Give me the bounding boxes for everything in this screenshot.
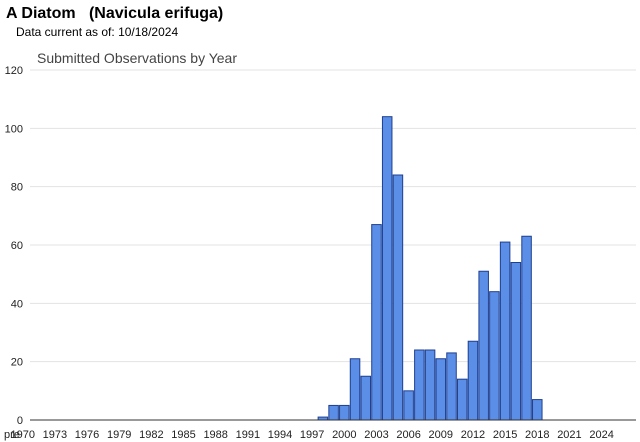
bar [435,358,447,421]
bar [456,378,468,421]
bars [317,116,543,421]
bar [489,291,500,421]
gridlines [30,69,636,363]
y-tick-label: 80 [11,182,23,194]
bar [371,224,382,421]
x-tick-label: 2021 [557,429,581,441]
x-tick-label: 1994 [268,429,292,441]
chart-title: Submitted Observations by Year [37,50,237,66]
y-tick-label: 120 [5,65,23,77]
x-tick-label: 1985 [171,429,195,441]
y-axis-ticks: 0 20 40 60 80 100 120 [5,65,23,427]
y-tick-label: 60 [11,240,23,252]
x-tick-label: 1997 [300,429,324,441]
y-tick-label: 40 [11,298,23,310]
x-tick-label: pre [4,429,20,441]
bar [467,340,479,421]
x-tick-label: 1982 [139,429,163,441]
y-tick-label: 0 [17,415,23,427]
bar [521,235,532,421]
x-tick-label: 2003 [364,429,388,441]
x-tick-label: 1970 [10,429,34,441]
x-tick-label: 1973 [43,429,67,441]
bar [392,174,404,421]
x-tick-label: 2000 [332,429,356,441]
bar [403,390,414,421]
data-current-label: Data current as of: [16,25,115,39]
bar [499,241,511,421]
bar [381,116,393,421]
x-tick-label: 1988 [203,429,227,441]
bar [414,349,425,421]
x-tick-label: 1991 [236,429,260,441]
x-tick-label: 2006 [396,429,420,441]
bar [339,404,350,421]
y-tick-label: 100 [5,123,23,135]
data-current-date: 10/18/2024 [118,25,179,39]
x-tick-label: 2009 [429,429,453,441]
bar [349,358,361,421]
y-tick-label: 20 [11,357,23,369]
data-current-line: Data current as of: 10/18/2024 [16,25,178,39]
x-tick-label: 2024 [589,429,613,441]
x-tick-label: 2015 [493,429,517,441]
bar [446,352,457,421]
x-tick-label: 2012 [461,429,485,441]
x-tick-label: 2018 [525,429,549,441]
bar [328,404,339,421]
species-title: A Diatom (Navicula erifuga) [6,5,224,22]
x-tick-label: 1976 [75,429,99,441]
x-tick-label: 1979 [107,429,131,441]
bar [360,375,372,421]
bar [478,270,489,421]
bar [532,399,543,421]
bar [424,349,436,421]
bar [510,262,522,421]
